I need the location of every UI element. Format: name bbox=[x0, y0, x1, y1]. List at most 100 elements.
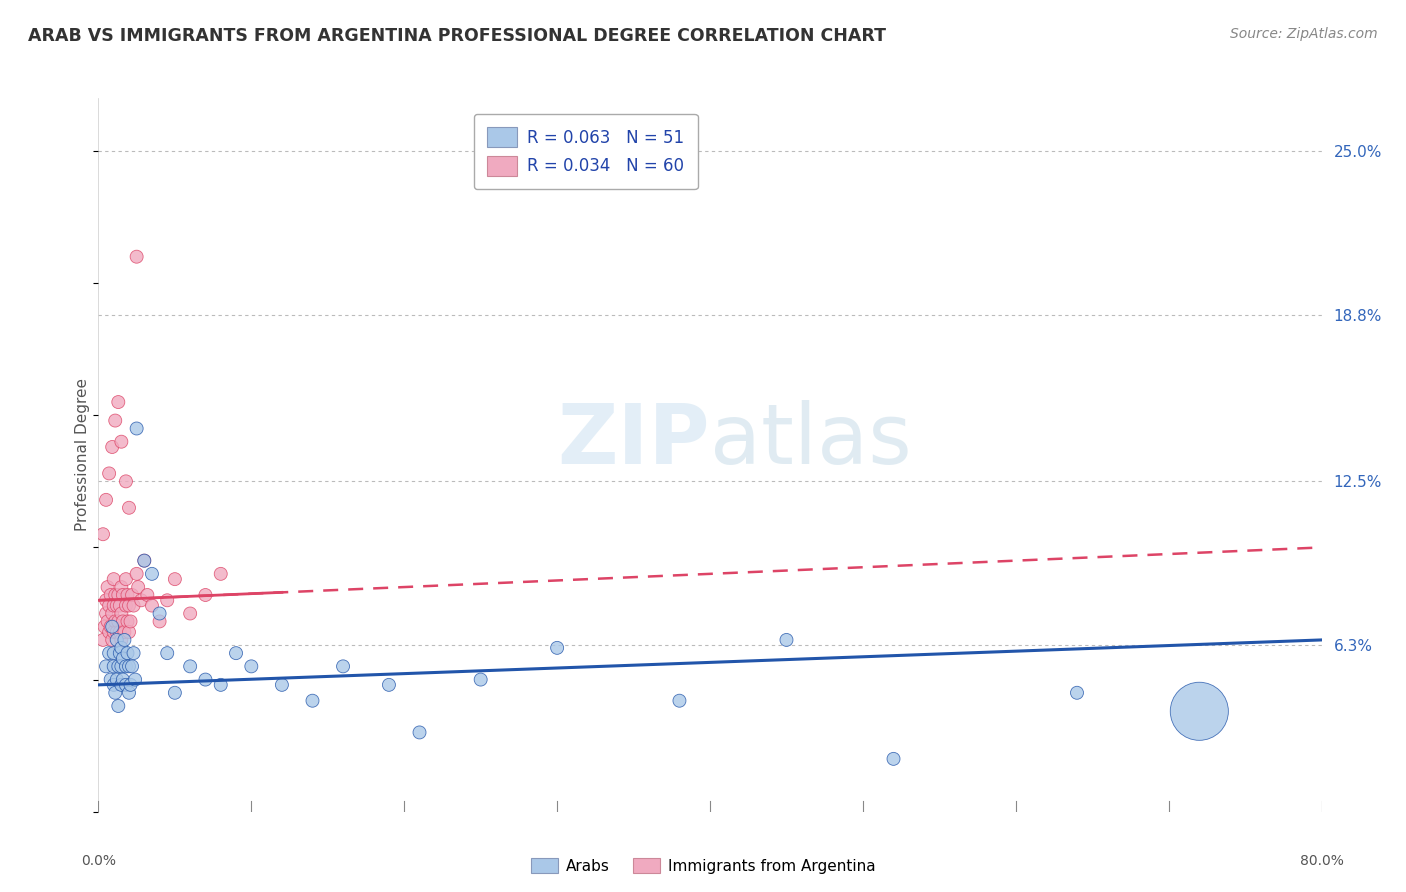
Point bbox=[103, 659, 125, 673]
Point bbox=[134, 554, 156, 568]
Point bbox=[110, 434, 132, 449]
Point bbox=[104, 686, 127, 700]
Point bbox=[91, 527, 114, 541]
Point bbox=[103, 646, 125, 660]
Text: Source: ZipAtlas.com: Source: ZipAtlas.com bbox=[1230, 27, 1378, 41]
Point bbox=[115, 572, 138, 586]
Point bbox=[546, 640, 568, 655]
Point bbox=[163, 686, 186, 700]
Point bbox=[94, 659, 117, 673]
Point bbox=[118, 686, 141, 700]
Point bbox=[108, 625, 131, 640]
Point bbox=[125, 566, 148, 581]
Point bbox=[120, 678, 142, 692]
Point bbox=[118, 500, 141, 515]
Point bbox=[100, 673, 122, 687]
Point bbox=[115, 475, 138, 489]
Point bbox=[118, 599, 141, 613]
Point bbox=[91, 632, 114, 647]
Point bbox=[378, 678, 401, 692]
Point bbox=[240, 659, 263, 673]
Point bbox=[301, 694, 323, 708]
Point bbox=[98, 467, 121, 481]
Point bbox=[125, 250, 148, 264]
Point bbox=[107, 659, 129, 673]
Point bbox=[115, 678, 138, 692]
Point bbox=[115, 599, 138, 613]
Point bbox=[209, 566, 232, 581]
Point bbox=[270, 678, 292, 692]
Point bbox=[156, 646, 179, 660]
Point bbox=[101, 632, 124, 647]
Point bbox=[100, 620, 122, 634]
Point bbox=[163, 572, 186, 586]
Point bbox=[122, 646, 145, 660]
Point bbox=[108, 599, 131, 613]
Point bbox=[141, 566, 163, 581]
Y-axis label: Professional Degree: Professional Degree bbox=[75, 378, 90, 532]
Point bbox=[209, 678, 232, 692]
Point bbox=[125, 421, 148, 435]
Point bbox=[98, 625, 121, 640]
Point bbox=[97, 580, 120, 594]
Point bbox=[194, 588, 217, 602]
Point bbox=[883, 752, 905, 766]
Point bbox=[129, 593, 152, 607]
Text: ARAB VS IMMIGRANTS FROM ARGENTINA PROFESSIONAL DEGREE CORRELATION CHART: ARAB VS IMMIGRANTS FROM ARGENTINA PROFES… bbox=[28, 27, 886, 45]
Point bbox=[112, 632, 135, 647]
Point bbox=[194, 673, 217, 687]
Point bbox=[105, 673, 128, 687]
Legend: R = 0.063   N = 51, R = 0.034   N = 60: R = 0.063 N = 51, R = 0.034 N = 60 bbox=[474, 113, 697, 189]
Point bbox=[108, 646, 131, 660]
Point bbox=[100, 588, 122, 602]
Point bbox=[107, 588, 129, 602]
Point bbox=[103, 572, 125, 586]
Point bbox=[104, 588, 127, 602]
Point bbox=[98, 599, 121, 613]
Point bbox=[117, 588, 139, 602]
Point bbox=[115, 659, 138, 673]
Point bbox=[149, 615, 172, 629]
Point bbox=[134, 554, 156, 568]
Point bbox=[112, 625, 135, 640]
Point bbox=[111, 673, 134, 687]
Point bbox=[110, 632, 132, 647]
Point bbox=[110, 580, 132, 594]
Point bbox=[105, 599, 128, 613]
Point bbox=[120, 615, 142, 629]
Text: atlas: atlas bbox=[710, 401, 911, 481]
Point bbox=[332, 659, 354, 673]
Point bbox=[156, 593, 179, 607]
Point bbox=[1066, 686, 1088, 700]
Point bbox=[94, 593, 117, 607]
Point bbox=[1188, 704, 1211, 718]
Point bbox=[111, 651, 134, 665]
Point bbox=[110, 678, 132, 692]
Point bbox=[105, 625, 128, 640]
Point bbox=[136, 588, 159, 602]
Point bbox=[107, 615, 129, 629]
Point bbox=[117, 646, 139, 660]
Point bbox=[107, 395, 129, 409]
Text: 0.0%: 0.0% bbox=[82, 854, 115, 868]
Point bbox=[121, 659, 143, 673]
Point bbox=[141, 599, 163, 613]
Point bbox=[149, 607, 172, 621]
Point bbox=[124, 673, 146, 687]
Text: 80.0%: 80.0% bbox=[1299, 854, 1344, 868]
Point bbox=[110, 659, 132, 673]
Point bbox=[104, 413, 127, 427]
Point bbox=[225, 646, 247, 660]
Point bbox=[111, 615, 134, 629]
Point bbox=[105, 632, 128, 647]
Point bbox=[103, 678, 125, 692]
Point bbox=[94, 492, 117, 507]
Point bbox=[470, 673, 492, 687]
Point bbox=[121, 588, 143, 602]
Point bbox=[179, 659, 201, 673]
Text: ZIP: ZIP bbox=[558, 401, 710, 481]
Point bbox=[775, 632, 797, 647]
Point bbox=[122, 599, 145, 613]
Point bbox=[110, 640, 132, 655]
Point bbox=[94, 607, 117, 621]
